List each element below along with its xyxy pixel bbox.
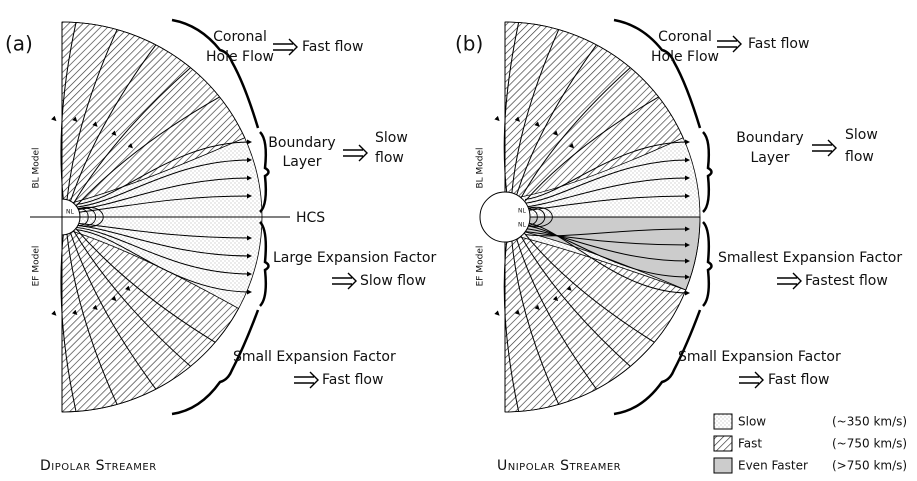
legend-speed: (~750 km/s) [832,437,907,451]
result-label: flow [375,150,404,166]
panel-label: (b) [455,32,483,56]
result-label: Fast flow [302,39,363,55]
legend-swatch [714,414,732,429]
region-label: Small Expansion Factor [678,349,841,365]
result-label: Fast flow [768,372,829,388]
result-label: Slow [375,130,408,146]
panel-title: Unipolar Streamer [497,458,621,474]
result-label: Fast flow [748,36,809,52]
implies-arrow [273,39,297,55]
legend-label: Even Faster [738,459,808,473]
side-label: EF Model [32,246,42,287]
figure: (a) Coronal Hole Flow Fast flow Boundary… [0,0,917,477]
region-label: Coronal [213,29,267,45]
nl-label: NL [66,209,74,216]
side-label: BL Model [476,147,486,188]
sun [480,192,530,242]
region-label: Small Expansion Factor [233,349,396,365]
implies-arrow [717,36,741,52]
panel-label: (a) [5,32,33,56]
region-label: Boundary [736,130,803,146]
region-label: Hole Flow [206,49,274,65]
legend-label: Slow [738,415,766,429]
legend-swatch [714,458,732,473]
brace [703,222,712,306]
legend-label: Fast [738,437,762,451]
result-label: Slow flow [360,273,426,289]
region-label: Hole Flow [651,49,719,65]
hcs-label: HCS [296,210,325,226]
implies-arrow [343,145,367,161]
result-label: Fastest flow [805,273,888,289]
implies-arrow [812,140,836,156]
legend-speed: (>750 km/s) [832,459,907,473]
implies-arrow [777,273,801,289]
nl-label: NL [518,222,526,229]
legend-swatch [714,436,732,451]
result-label: Slow [845,127,878,143]
side-label: EF Model [476,246,486,287]
panel-title: Dipolar Streamer [40,458,157,474]
region-label: Coronal [658,29,712,45]
implies-arrow [739,372,763,388]
result-label: flow [845,149,874,165]
region-label: Smallest Expansion Factor [718,250,902,266]
implies-arrow [332,273,356,289]
region-label: Boundary [268,135,335,151]
region-label: Layer [282,154,321,170]
result-label: Fast flow [322,372,383,388]
nl-label: NL [518,208,526,215]
region-label: Large Expansion Factor [273,250,436,266]
brace [703,132,712,212]
region-label: Layer [750,150,789,166]
side-label: BL Model [32,147,42,188]
legend-speed: (~350 km/s) [832,415,907,429]
implies-arrow [294,372,318,388]
